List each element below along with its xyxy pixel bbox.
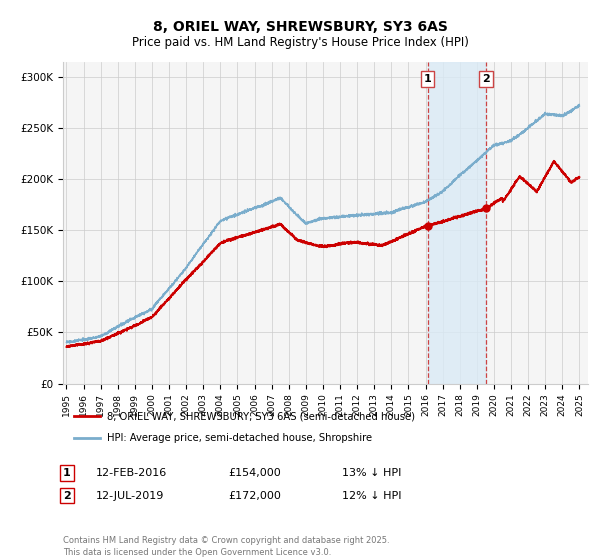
Text: Contains HM Land Registry data © Crown copyright and database right 2025.
This d: Contains HM Land Registry data © Crown c… bbox=[63, 536, 389, 557]
Text: 13% ↓ HPI: 13% ↓ HPI bbox=[342, 468, 401, 478]
Text: 12-FEB-2016: 12-FEB-2016 bbox=[96, 468, 167, 478]
Text: 8, ORIEL WAY, SHREWSBURY, SY3 6AS: 8, ORIEL WAY, SHREWSBURY, SY3 6AS bbox=[152, 20, 448, 34]
Bar bbox=[428, 62, 486, 384]
Text: 1: 1 bbox=[424, 74, 431, 84]
Text: 2: 2 bbox=[63, 491, 71, 501]
Text: Price paid vs. HM Land Registry's House Price Index (HPI): Price paid vs. HM Land Registry's House … bbox=[131, 36, 469, 49]
Text: 12-JUL-2019: 12-JUL-2019 bbox=[96, 491, 164, 501]
Text: 1: 1 bbox=[63, 468, 71, 478]
Text: £172,000: £172,000 bbox=[228, 491, 281, 501]
Text: 8, ORIEL WAY, SHREWSBURY, SY3 6AS (semi-detached house): 8, ORIEL WAY, SHREWSBURY, SY3 6AS (semi-… bbox=[107, 411, 415, 421]
Text: £154,000: £154,000 bbox=[228, 468, 281, 478]
Text: 12% ↓ HPI: 12% ↓ HPI bbox=[342, 491, 401, 501]
Text: 2: 2 bbox=[482, 74, 490, 84]
Text: HPI: Average price, semi-detached house, Shropshire: HPI: Average price, semi-detached house,… bbox=[107, 433, 372, 443]
